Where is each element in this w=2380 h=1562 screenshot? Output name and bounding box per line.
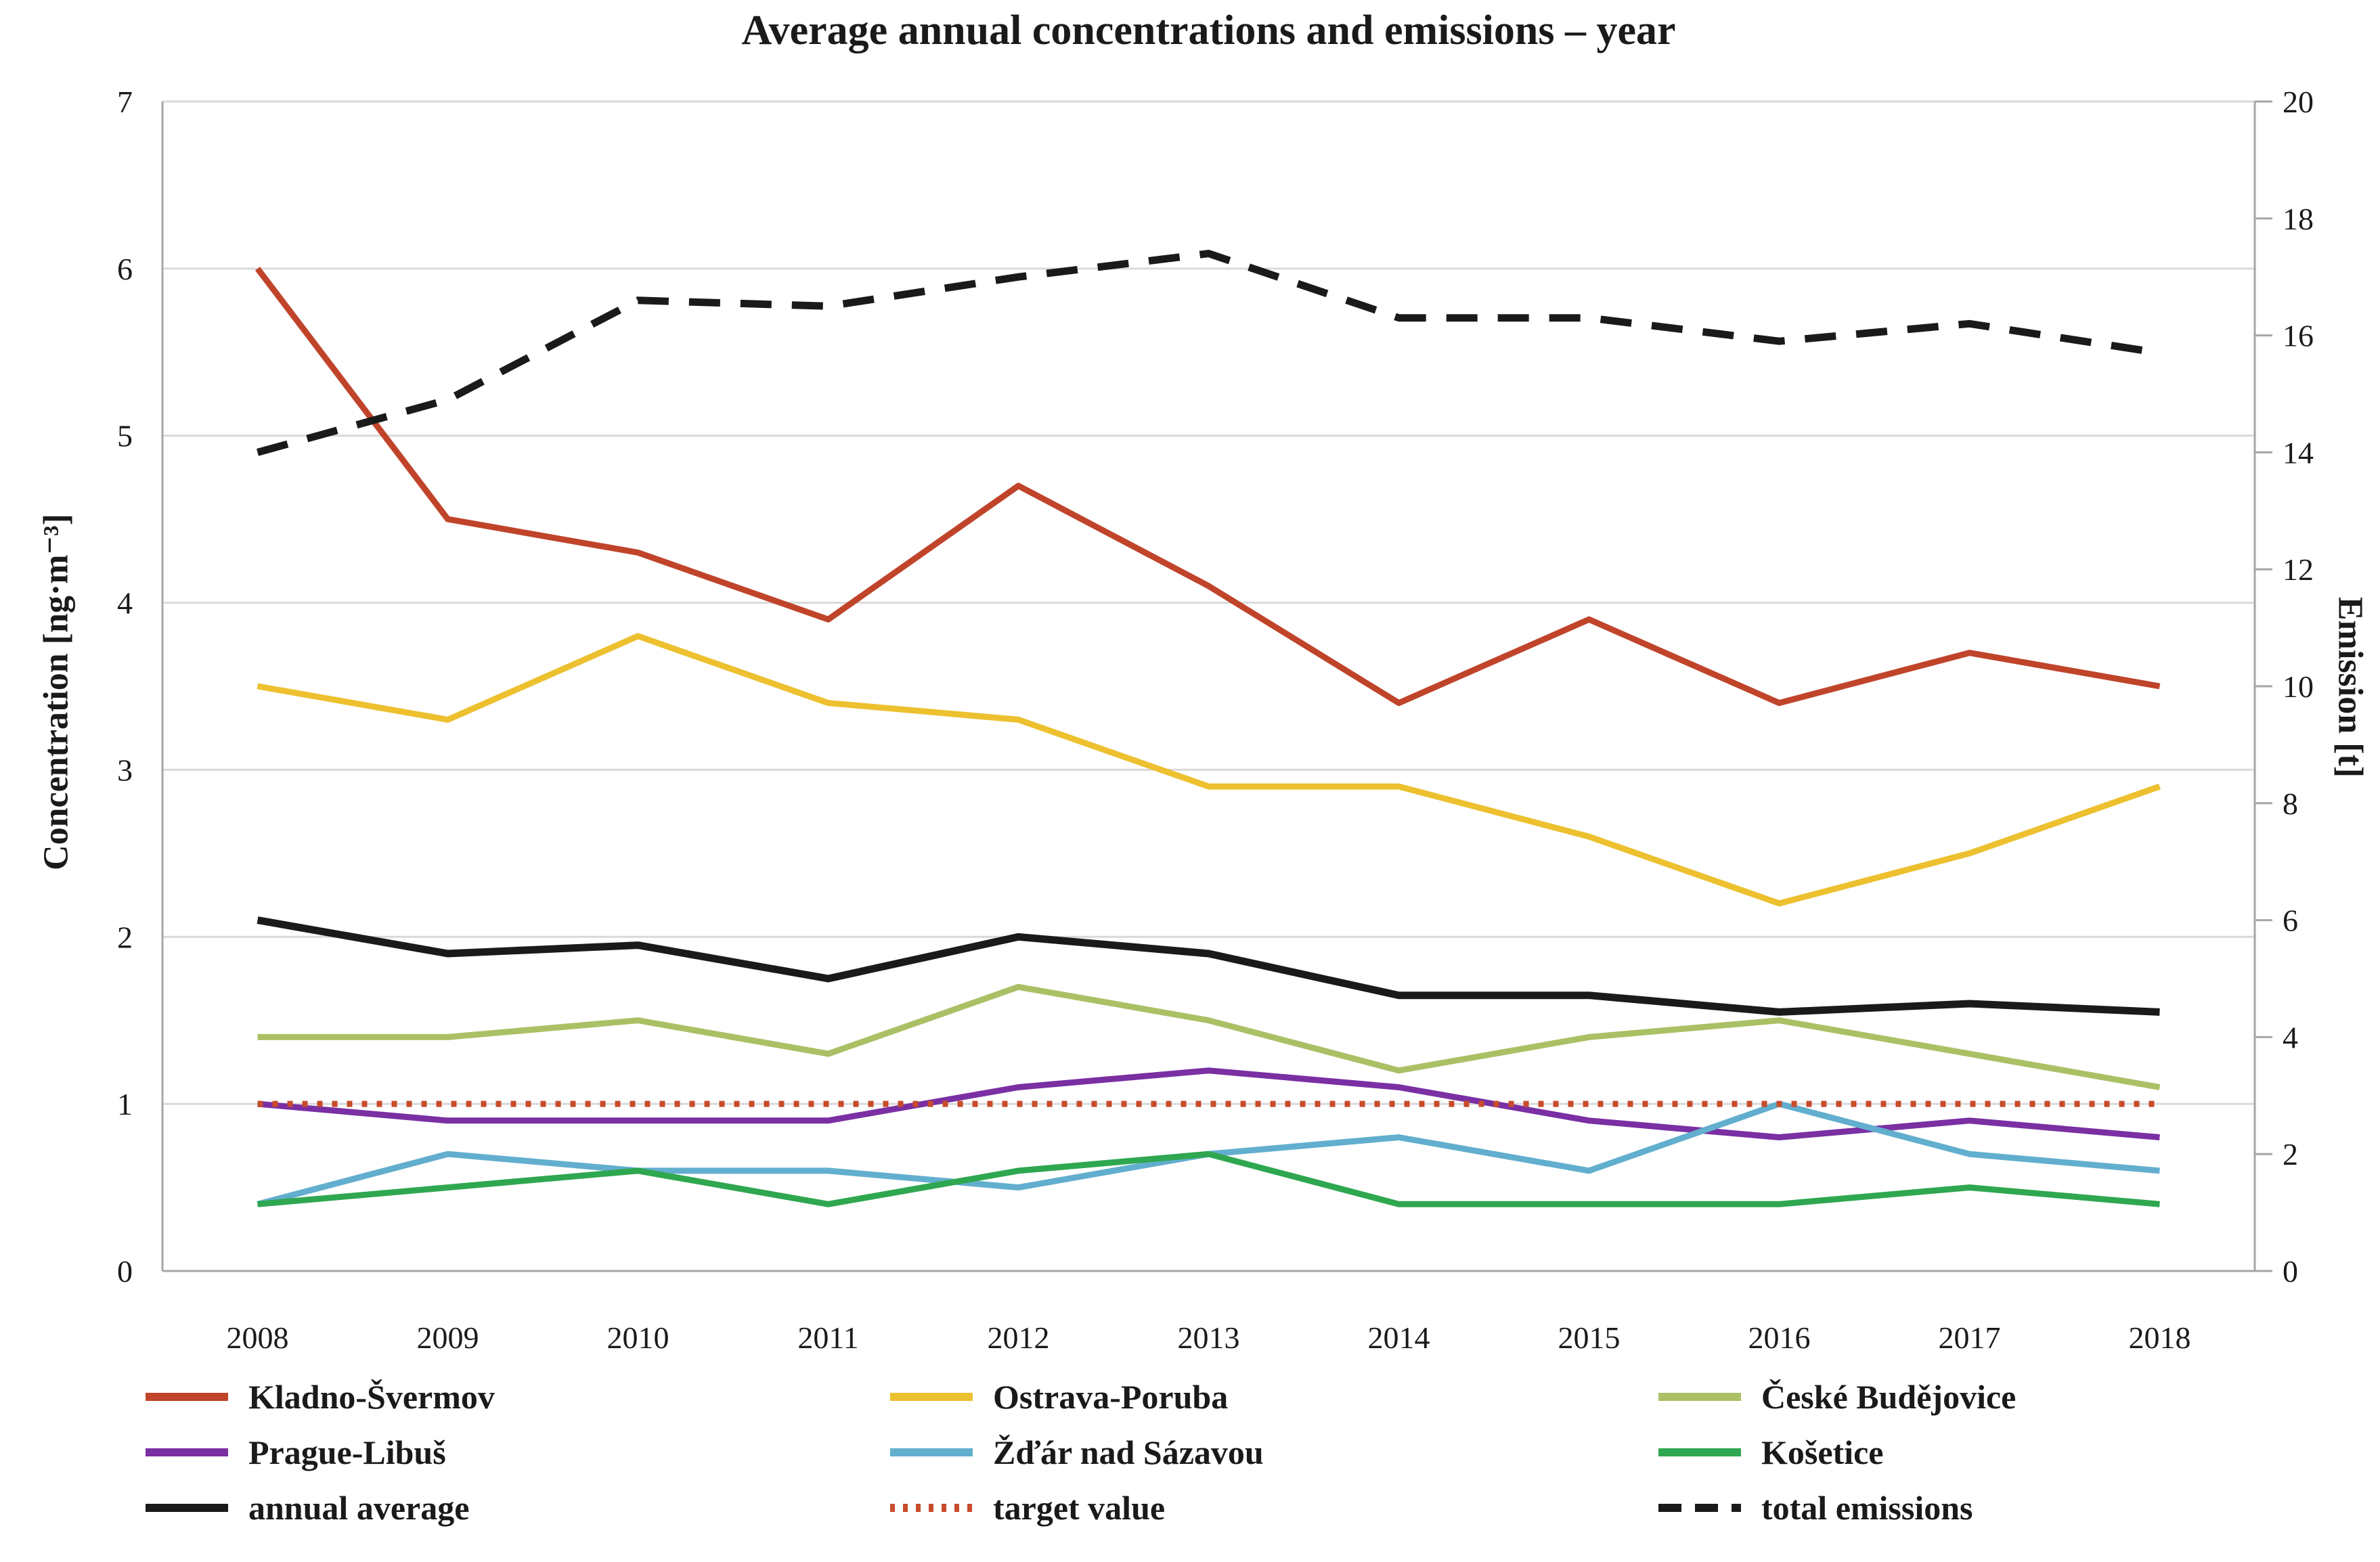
series-line-prague-libus bbox=[257, 1067, 2160, 1140]
legend-label-annual-average: annual average bbox=[248, 1489, 470, 1527]
x-tick-label: 2012 bbox=[988, 1320, 1050, 1355]
series-line-kladno-svermov bbox=[255, 267, 2161, 707]
right-tick-label: 12 bbox=[2283, 552, 2314, 587]
legend-label-ceske-budejovice: České Budějovice bbox=[1761, 1378, 2017, 1416]
series-line-ceske-budejovice bbox=[257, 983, 2161, 1090]
left-tick-label: 4 bbox=[117, 586, 133, 621]
right-tick-label: 0 bbox=[2283, 1254, 2298, 1289]
legend-item-ceske-budejovice: České Budějovice bbox=[1658, 1375, 2016, 1419]
left-tick-label: 3 bbox=[117, 753, 133, 787]
legend-item-kosetice: Košetice bbox=[1658, 1431, 2016, 1474]
legend-item-target-value: target value bbox=[890, 1486, 1264, 1530]
right-tick-label: 20 bbox=[2283, 85, 2314, 119]
x-tick-label: 2014 bbox=[1368, 1320, 1430, 1355]
legend-label-prague-libus: Prague-Libuš bbox=[248, 1433, 446, 1471]
legend-item-ostrava-poruba: Ostrava-Poruba bbox=[890, 1375, 1264, 1419]
legend-item-zdar-nad-sazavou: Žďár nad Sázavou bbox=[890, 1431, 1264, 1474]
legend-label-zdar-nad-sazavou: Žďár nad Sázavou bbox=[993, 1433, 1264, 1471]
legend-swatch-ostrava-poruba bbox=[890, 1393, 973, 1401]
series-line-kosetice bbox=[257, 1151, 2160, 1207]
right-tick-label: 2 bbox=[2283, 1137, 2298, 1172]
right-tick-label: 10 bbox=[2283, 669, 2314, 704]
legend: Kladno-Švermov Prague-Libuš annual avera… bbox=[0, 1375, 2380, 1562]
legend-label-ostrava-poruba: Ostrava-Poruba bbox=[993, 1378, 1229, 1416]
right-tick-label: 6 bbox=[2283, 903, 2298, 938]
legend-swatch-zdar-nad-sazavou bbox=[890, 1448, 973, 1456]
left-tick-label: 5 bbox=[117, 419, 133, 453]
x-tick-label: 2016 bbox=[1748, 1320, 1811, 1355]
right-tick-label: 14 bbox=[2283, 435, 2314, 470]
x-tick-label: 2013 bbox=[1178, 1320, 1240, 1355]
legend-swatch-prague-libus bbox=[146, 1448, 228, 1456]
legend-label-kosetice: Košetice bbox=[1761, 1433, 1884, 1471]
left-tick-label: 1 bbox=[117, 1087, 133, 1121]
x-tick-label: 2009 bbox=[417, 1320, 479, 1355]
right-tick-label: 8 bbox=[2283, 786, 2298, 821]
right-tick-label: 18 bbox=[2283, 202, 2314, 236]
left-tick-label: 0 bbox=[117, 1254, 133, 1289]
legend-label-total-emissions: total emissions bbox=[1761, 1489, 1973, 1527]
legend-column: Ostrava-Poruba Žďár nad Sázavou target v… bbox=[890, 1375, 1264, 1530]
left-tick-label: 2 bbox=[117, 920, 133, 954]
legend-swatch-kladno-svermov bbox=[146, 1393, 228, 1401]
legend-label-target-value: target value bbox=[993, 1489, 1166, 1527]
legend-item-kladno-svermov: Kladno-Švermov bbox=[146, 1375, 495, 1419]
series-line-total-emissions bbox=[257, 250, 2161, 456]
legend-swatch-target-value bbox=[890, 1504, 973, 1512]
legend-swatch-total-emissions bbox=[1658, 1504, 1741, 1512]
left-tick-label: 7 bbox=[117, 85, 133, 119]
series-line-annual-average bbox=[257, 916, 2160, 1016]
right-tick-label: 4 bbox=[2283, 1020, 2298, 1054]
x-tick-label: 2011 bbox=[797, 1320, 858, 1355]
x-tick-label: 2008 bbox=[227, 1320, 289, 1355]
legend-swatch-kosetice bbox=[1658, 1448, 1741, 1456]
legend-swatch-annual-average bbox=[146, 1504, 228, 1512]
legend-label-kladno-svermov: Kladno-Švermov bbox=[248, 1378, 495, 1416]
chart-title: Average annual concentrations and emissi… bbox=[741, 7, 1676, 53]
x-tick-label: 2017 bbox=[1939, 1320, 2001, 1355]
legend-item-prague-libus: Prague-Libuš bbox=[146, 1431, 495, 1474]
legend-item-annual-average: annual average bbox=[146, 1486, 495, 1530]
legend-column: Kladno-Švermov Prague-Libuš annual avera… bbox=[146, 1375, 495, 1530]
legend-item-total-emissions: total emissions bbox=[1658, 1486, 2016, 1530]
x-tick-label: 2015 bbox=[1558, 1320, 1621, 1355]
right-tick-label: 16 bbox=[2283, 319, 2314, 353]
left-tick-label: 6 bbox=[117, 252, 133, 286]
x-tick-label: 2010 bbox=[607, 1320, 669, 1355]
legend-swatch-ceske-budejovice bbox=[1658, 1393, 1741, 1401]
legend-column: České Budějovice Košetice total emission… bbox=[1658, 1375, 2016, 1530]
x-tick-label: 2018 bbox=[2129, 1320, 2191, 1355]
series-line-ostrava-poruba bbox=[257, 633, 2161, 907]
